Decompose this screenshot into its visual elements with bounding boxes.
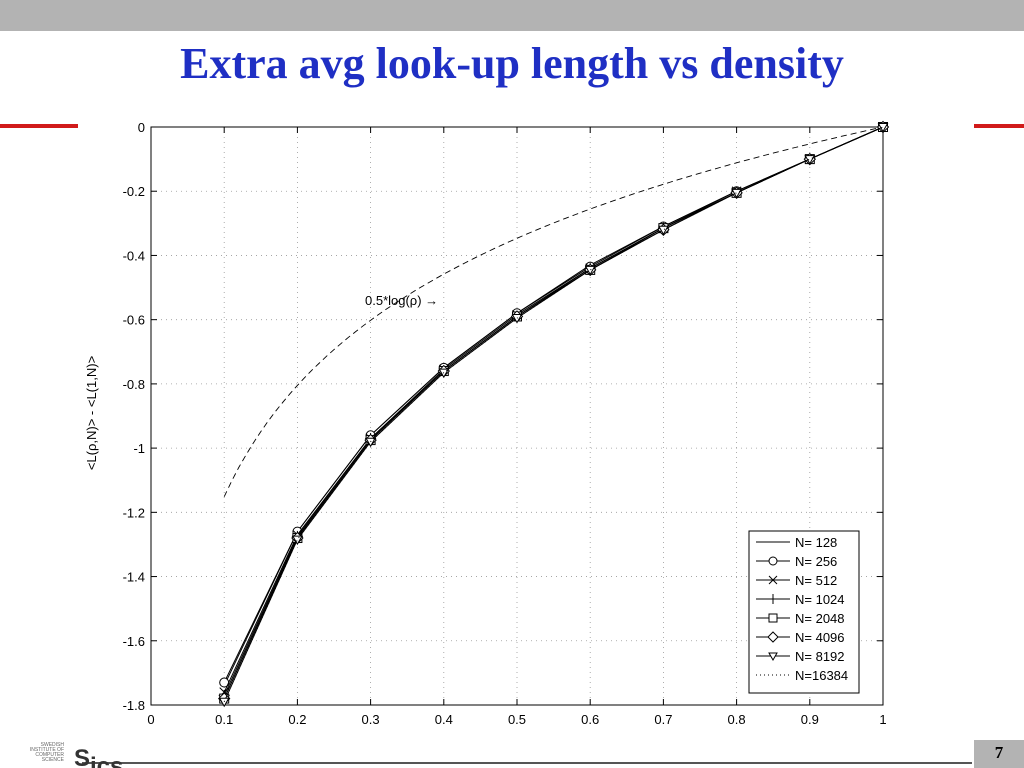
- legend-item: N= 512: [756, 573, 837, 588]
- x-tick-label: 0: [147, 712, 154, 727]
- logo-text-line: SWEDISH: [40, 742, 64, 748]
- legend-item: N= 256: [756, 554, 837, 569]
- series-6: [218, 123, 889, 708]
- legend-label: N= 4096: [795, 630, 845, 645]
- logo-text-line: INSTITUTE OF: [29, 747, 64, 753]
- y-tick-label: 0: [138, 120, 145, 135]
- x-tick-label: 0.4: [435, 712, 453, 727]
- page-number: 7: [974, 740, 1024, 768]
- marker-triangle: [511, 314, 523, 324]
- x-tick-label: 0.2: [288, 712, 306, 727]
- x-tick-label: 1: [879, 712, 886, 727]
- legend-label: N=16384: [795, 668, 848, 683]
- marker-triangle: [731, 188, 742, 199]
- marker-circle: [768, 556, 778, 566]
- x-tick-label: 0.1: [215, 712, 233, 727]
- left-rule: [0, 124, 78, 128]
- y-tick-label: -1.8: [123, 698, 145, 713]
- y-tick-label: -1.2: [123, 505, 145, 520]
- y-tick-label: -0.8: [123, 377, 145, 392]
- legend-item: N= 128: [756, 535, 837, 550]
- top-bar: [0, 0, 1024, 31]
- svg-text:ics: ics: [90, 753, 123, 768]
- marker-square: [768, 613, 778, 623]
- series-line: [223, 126, 884, 703]
- y-tick-label: -1.4: [123, 570, 145, 585]
- marker-x: [768, 575, 778, 585]
- marker-triangle: [877, 123, 889, 133]
- logo-text-line: COMPUTER: [35, 752, 64, 758]
- reference-curve: [223, 126, 884, 497]
- x-tick-label: 0.8: [728, 712, 746, 727]
- y-tick-label: -1.6: [123, 634, 145, 649]
- legend-item: N= 1024: [756, 592, 845, 607]
- y-tick-label: -0.2: [123, 184, 145, 199]
- legend-label: N= 1024: [795, 592, 845, 607]
- institute-logo: SWEDISH INSTITUTE OF COMPUTER SCIENCE: [0, 740, 70, 768]
- legend-box: [748, 530, 860, 694]
- reference-curve-label: 0.5*log(ρ) →: [365, 293, 438, 308]
- x-tick-label: 0.7: [654, 712, 672, 727]
- x-tick-label: 0.5: [508, 712, 526, 727]
- y-axis-label: <L(ρ,N)> - <L(1,N)>: [84, 356, 99, 470]
- y-tick-label: -0.4: [123, 248, 145, 263]
- marker-triangle: [658, 225, 669, 236]
- x-tick-label: 0.6: [581, 712, 599, 727]
- bottom-rule: [82, 762, 972, 764]
- marker-triangle: [768, 652, 778, 662]
- legend-item: N= 2048: [756, 611, 845, 626]
- slide-title: Extra avg look-up length vs density: [180, 39, 844, 88]
- legend-item: N= 8192: [756, 649, 845, 664]
- legend: N= 128 N= 256 N= 512 N= 1024 N= 2048 N= 4096 N…: [748, 530, 860, 694]
- legend-label: N= 8192: [795, 649, 845, 664]
- y-tick-label: -0.6: [123, 313, 145, 328]
- marker-triangle: [218, 697, 230, 708]
- x-tick-label: 0.3: [362, 712, 380, 727]
- x-tick-label: 0.9: [801, 712, 819, 727]
- logo-text-line: SCIENCE: [41, 757, 64, 763]
- svg-text:S: S: [74, 745, 90, 768]
- marker-triangle: [365, 437, 376, 448]
- marker-triangle: [292, 535, 303, 546]
- legend-label: N= 128: [795, 535, 837, 550]
- y-tick-label: -1: [133, 441, 145, 456]
- right-rule: [974, 124, 1024, 128]
- legend-label: N= 2048: [795, 611, 845, 626]
- legend-label: N= 256: [795, 554, 837, 569]
- sics-logo-mark: S ics: [72, 744, 128, 768]
- marker-triangle: [584, 265, 596, 276]
- marker-diamond: [767, 631, 779, 643]
- legend-item: N= 4096: [756, 630, 845, 645]
- legend-label: N= 512: [795, 573, 837, 588]
- legend-item: N=16384: [756, 668, 848, 683]
